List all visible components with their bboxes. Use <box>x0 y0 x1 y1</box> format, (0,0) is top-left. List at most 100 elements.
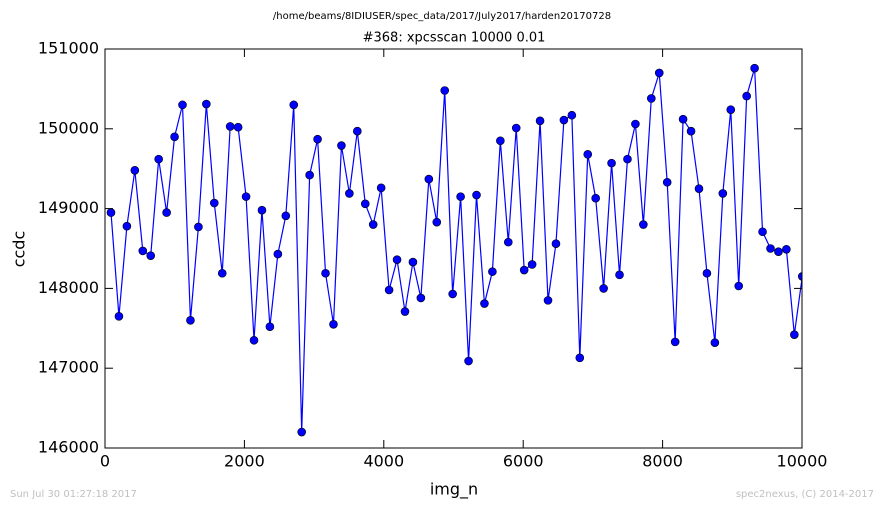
data-point <box>488 267 497 276</box>
x-axis-label: img_n <box>430 480 478 500</box>
y-tick-label: 148000 <box>38 278 99 297</box>
data-point <box>535 116 545 126</box>
data-point <box>225 122 235 131</box>
data-point <box>329 320 338 329</box>
data-point <box>583 150 593 159</box>
data-point <box>790 330 799 339</box>
data-point <box>217 268 227 278</box>
data-point <box>265 322 275 332</box>
data-point <box>480 299 489 308</box>
data-point <box>305 170 314 180</box>
data-point <box>289 100 299 110</box>
data-point <box>186 316 195 325</box>
data-point <box>678 114 688 124</box>
data-point <box>392 255 402 264</box>
data-point <box>607 158 616 168</box>
x-tick-label: 6000 <box>503 452 544 471</box>
data-point <box>209 198 219 208</box>
x-tick-label: 0 <box>100 452 110 471</box>
data-point <box>782 244 791 254</box>
data-point <box>360 199 370 209</box>
data-point <box>758 227 767 237</box>
data-point <box>797 272 802 281</box>
plot-area <box>106 63 814 437</box>
data-point <box>202 99 211 109</box>
data-point <box>408 257 418 267</box>
data-point <box>670 337 680 347</box>
y-axis-label: ccdc <box>10 231 29 268</box>
axes-frame <box>104 48 803 449</box>
data-point <box>138 246 148 256</box>
data-point <box>233 122 243 132</box>
data-point <box>106 208 116 217</box>
data-point <box>170 132 179 142</box>
data-point <box>146 251 156 260</box>
data-point <box>806 186 814 194</box>
data-point <box>337 141 346 150</box>
data-point <box>726 105 736 114</box>
x-tick-label: 10000 <box>777 452 828 471</box>
data-point <box>384 285 394 295</box>
x-tick-label: 4000 <box>363 452 404 471</box>
data-point <box>297 427 306 437</box>
data-point <box>257 205 267 215</box>
data-point <box>472 190 481 200</box>
x-tick-label: 8000 <box>642 452 683 471</box>
data-point <box>456 192 465 201</box>
data-point <box>448 289 457 299</box>
data-point <box>551 239 561 249</box>
data-point <box>321 268 330 278</box>
data-point <box>702 268 712 278</box>
data-point <box>599 284 608 293</box>
data-point <box>734 281 744 291</box>
data-point <box>527 260 537 269</box>
data-point <box>273 249 283 259</box>
data-point <box>416 293 426 303</box>
y-tick-label: 150000 <box>38 118 99 137</box>
data-point <box>654 68 664 78</box>
data-point <box>130 165 140 175</box>
data-point <box>575 353 585 363</box>
data-point <box>178 100 187 110</box>
data-point <box>368 220 378 229</box>
data-point <box>567 110 577 120</box>
data-point <box>718 189 728 198</box>
data-point <box>424 174 434 184</box>
data-point <box>281 211 291 221</box>
data-point <box>464 356 473 366</box>
y-tick-label: 151000 <box>38 39 99 58</box>
data-point <box>686 126 696 136</box>
data-point <box>615 270 624 280</box>
data-point <box>376 183 386 193</box>
data-point <box>647 94 656 103</box>
footer-credit: spec2nexus, (C) 2014-2017 <box>736 489 874 500</box>
footer-date: Sun Jul 30 01:27:18 2017 <box>10 489 137 500</box>
data-point <box>750 63 759 73</box>
data-point <box>591 193 600 203</box>
data-point <box>345 189 354 198</box>
data-line <box>110 67 802 433</box>
data-point <box>353 126 362 136</box>
data-point <box>496 136 505 146</box>
data-point <box>400 307 410 316</box>
data-point <box>122 221 132 231</box>
data-point <box>440 86 450 95</box>
data-point <box>162 208 171 217</box>
header: /home/beams/8IDIUSER/spec_data/2017/July… <box>273 11 611 22</box>
data-point <box>241 192 251 201</box>
data-point <box>154 154 163 164</box>
data-point <box>313 134 322 144</box>
chart-title: #368: xpcsscan 10000 0.01 <box>363 31 546 46</box>
data-point <box>432 217 442 227</box>
data-point <box>774 247 783 256</box>
data-point <box>511 123 521 133</box>
data-point <box>559 115 569 125</box>
data-point <box>694 184 704 193</box>
data-point <box>710 338 720 347</box>
data-point <box>194 222 203 232</box>
data-point <box>639 220 648 229</box>
data-point <box>543 296 553 305</box>
data-point <box>742 91 751 101</box>
data-point <box>519 265 529 275</box>
